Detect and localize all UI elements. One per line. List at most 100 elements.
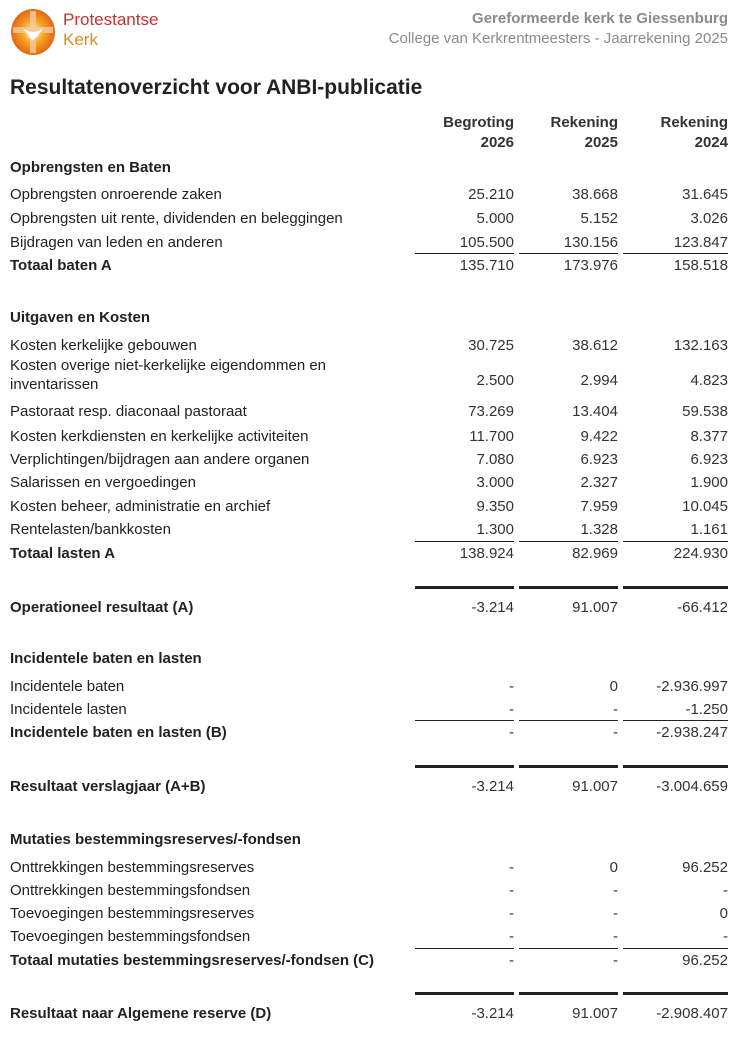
value-cell: 91.007 — [572, 1005, 618, 1022]
value-cell: - — [509, 859, 514, 876]
result-row: Operationeel resultaat (A) -3.214 91.007 -6… — [0, 586, 737, 618]
value-cell: - — [613, 724, 618, 741]
page-title: Resultatenoverzicht voor ANBI-publicatie — [10, 76, 423, 99]
sum-rule — [623, 720, 728, 721]
value-cell: 6.923 — [580, 451, 618, 468]
value-cell: - — [613, 882, 618, 899]
column-header-begroting-2026: Begroting 2026 — [415, 113, 514, 153]
value-cell: 0 — [609, 678, 618, 695]
value-cell: 224.930 — [673, 545, 728, 562]
value-cell: 30.725 — [468, 337, 514, 354]
column-header-line1: Begroting — [443, 114, 514, 131]
value-cell: -3.214 — [471, 1005, 514, 1022]
total-row: Totaal baten A 135.710 173.976 158.518 — [0, 253, 737, 276]
table-row: Incidentele baten - 0 -2.936.997 — [0, 675, 737, 697]
double-rule — [415, 586, 514, 589]
column-header-line2: 2026 — [480, 134, 514, 151]
value-cell: 123.847 — [673, 234, 728, 251]
logo-text-line1: Protestantse — [63, 10, 159, 29]
row-label: Incidentele baten en lasten — [10, 650, 202, 667]
value-cell: 5.152 — [580, 210, 618, 227]
value-cell: 38.668 — [572, 186, 618, 203]
double-rule — [519, 586, 618, 589]
table-row: Onttrekkingen bestemmingsreserves - 0 96.25… — [0, 856, 737, 878]
value-cell: 82.969 — [572, 545, 618, 562]
table-row: Onttrekkingen bestemmingsfondsen - - - — [0, 879, 737, 901]
value-cell: 25.210 — [468, 186, 514, 203]
logo-text-line2: Kerk — [63, 30, 98, 49]
value-cell: 7.080 — [476, 451, 514, 468]
value-cell: - — [509, 952, 514, 969]
value-cell: - — [723, 928, 728, 945]
value-cell: -2.936.997 — [656, 678, 728, 695]
value-cell: 0 — [609, 859, 618, 876]
value-cell: 0 — [719, 905, 728, 922]
table-row: Kosten beheer, administratie en archief 9… — [0, 495, 737, 517]
row-label: Resultaat naar Algemene reserve (D) — [10, 1005, 272, 1022]
row-label: Onttrekkingen bestemmingsreserves — [10, 859, 255, 876]
section-header: Opbrengsten en Baten — [0, 156, 737, 178]
organization-name: Gereformeerde kerk te Giessenburg — [472, 10, 728, 27]
column-header-line1: Rekening — [660, 114, 728, 131]
column-header-line2: 2024 — [694, 134, 728, 151]
sum-rule — [415, 948, 514, 949]
value-cell: 2.327 — [580, 474, 618, 491]
value-cell: - — [509, 701, 514, 718]
value-cell: 10.045 — [682, 498, 728, 515]
value-cell: 135.710 — [459, 257, 514, 274]
value-cell: 9.350 — [476, 498, 514, 515]
value-cell: 138.924 — [459, 545, 514, 562]
table-row: Incidentele lasten - - -1.250 — [0, 698, 737, 720]
value-cell: 132.163 — [673, 337, 728, 354]
table-row: Bijdragen van leden en anderen 105.500 130… — [0, 231, 737, 253]
row-label: Incidentele baten en lasten (B) — [10, 724, 227, 741]
sum-rule — [519, 541, 618, 542]
value-cell: - — [613, 952, 618, 969]
value-cell: -2.938.247 — [656, 724, 728, 741]
result-row: Resultaat verslagjaar (A+B) -3.214 91.007 -… — [0, 765, 737, 797]
row-label: Salarissen en vergoedingen — [10, 474, 196, 491]
double-rule — [623, 586, 728, 589]
value-cell: -2.908.407 — [656, 1005, 728, 1022]
value-cell: 6.923 — [690, 451, 728, 468]
sum-rule — [415, 253, 514, 254]
value-cell: 8.377 — [690, 428, 728, 445]
value-cell: 173.976 — [563, 257, 618, 274]
value-cell: 7.959 — [580, 498, 618, 515]
row-label: Operationeel resultaat (A) — [10, 599, 194, 616]
total-row: Totaal lasten A 138.924 82.969 224.930 — [0, 541, 737, 564]
table-row: Toevoegingen bestemmingsreserves - - 0 — [0, 902, 737, 924]
sum-rule — [415, 541, 514, 542]
row-label: Uitgaven en Kosten — [10, 309, 151, 326]
document-subtitle: College van Kerkrentmeesters - Jaarreken… — [388, 30, 728, 47]
row-label: Rentelasten/bankkosten — [10, 521, 171, 538]
value-cell: 38.612 — [572, 337, 618, 354]
table-row: Kosten overige niet-kerkelijke eigendomm… — [0, 357, 737, 393]
value-cell: 4.823 — [690, 372, 728, 389]
table-row: Opbrengsten uit rente, dividenden en bel… — [0, 207, 737, 229]
value-cell: - — [509, 905, 514, 922]
double-rule — [415, 992, 514, 995]
sum-rule — [415, 720, 514, 721]
row-label: Totaal mutaties bestemmingsreserves/-fon… — [10, 952, 374, 969]
value-cell: 3.026 — [690, 210, 728, 227]
result-row: Resultaat naar Algemene reserve (D) -3.21… — [0, 992, 737, 1024]
value-cell: - — [509, 928, 514, 945]
section-header: Incidentele baten en lasten — [0, 647, 737, 669]
row-label: Kosten beheer, administratie en archief — [10, 498, 271, 515]
value-cell: -3.004.659 — [656, 778, 728, 795]
value-cell: 5.000 — [476, 210, 514, 227]
protestantse-kerk-logo-icon — [11, 9, 55, 55]
table-row: Salarissen en vergoedingen 3.000 2.327 1.90… — [0, 471, 737, 493]
table-row: Verplichtingen/bijdragen aan andere orga… — [0, 448, 737, 470]
row-label: Opbrengsten uit rente, dividenden en bel… — [10, 210, 343, 227]
value-cell: 130.156 — [563, 234, 618, 251]
value-cell: 59.538 — [682, 403, 728, 420]
sum-rule — [519, 253, 618, 254]
row-label: Totaal baten A — [10, 257, 112, 274]
double-rule — [623, 765, 728, 768]
value-cell: 158.518 — [673, 257, 728, 274]
table-row: Toevoegingen bestemmingsfondsen - - - — [0, 925, 737, 947]
row-label: Opbrengsten onroerende zaken — [10, 186, 222, 203]
value-cell: 3.000 — [476, 474, 514, 491]
